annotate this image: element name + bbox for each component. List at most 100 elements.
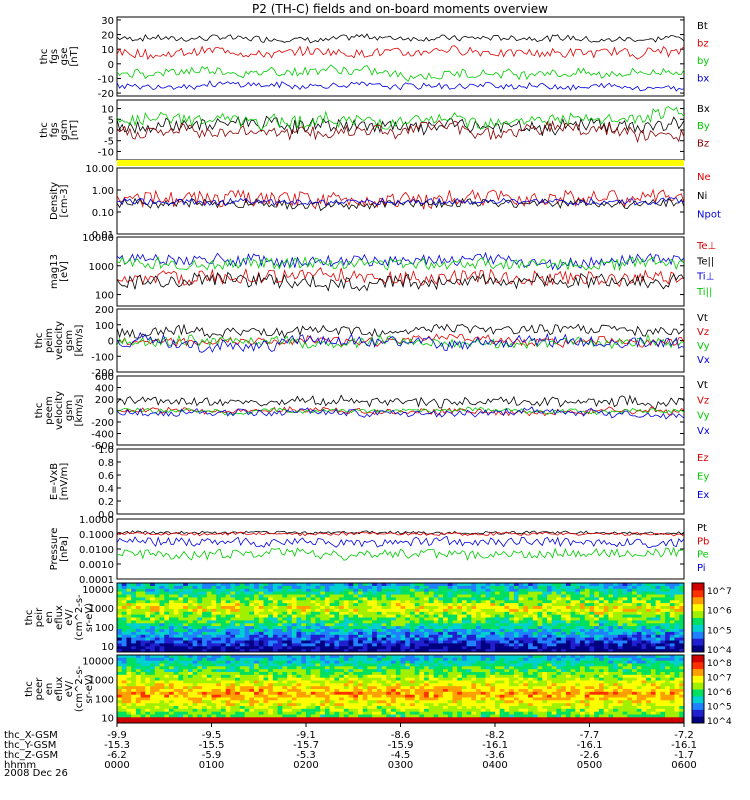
heat-cell	[461, 669, 468, 673]
heat-cell	[249, 583, 255, 587]
heat-cell	[334, 588, 340, 593]
heat-cell	[329, 697, 335, 701]
heat-cell	[135, 717, 142, 721]
heat-cell	[235, 634, 241, 639]
heat-cell	[424, 691, 430, 696]
heat-cell	[140, 663, 146, 667]
heat-cell	[291, 686, 297, 690]
heat-cell	[135, 672, 142, 676]
heat-cell	[334, 603, 340, 607]
heat-cell	[358, 700, 364, 704]
heat-cell	[220, 714, 227, 718]
heat-cell	[159, 629, 165, 633]
heat-cell	[561, 597, 567, 601]
heat-cell	[169, 697, 175, 701]
heat-cell	[622, 617, 628, 621]
heat-cell	[315, 714, 321, 718]
heat-cell	[277, 689, 283, 693]
heat-cell	[239, 677, 245, 681]
heat-cell	[145, 717, 151, 721]
heat-cell	[230, 606, 236, 610]
heat-cell	[301, 620, 307, 624]
legend-3: Pi	[697, 563, 706, 574]
heat-cell	[164, 666, 170, 670]
heat-cell	[457, 608, 463, 613]
heat-cell	[301, 714, 307, 718]
heat-cell	[202, 637, 208, 641]
heat-cell	[547, 629, 553, 633]
heat-cell	[362, 683, 368, 687]
heat-cell	[216, 683, 222, 687]
heat-cell	[419, 634, 425, 639]
heat-cell	[443, 606, 449, 610]
heat-cell	[220, 637, 227, 641]
heat-cell	[438, 669, 444, 673]
heat-cell	[159, 655, 165, 659]
heat-cell	[632, 585, 638, 590]
heat-cell	[159, 694, 165, 698]
heat-cell	[192, 689, 198, 693]
heat-cell	[372, 631, 378, 636]
heat-cell	[306, 672, 312, 676]
heat-cell	[419, 646, 425, 650]
heat-cell	[485, 634, 491, 639]
heat-cell	[334, 703, 340, 707]
heat-cell	[679, 640, 685, 644]
heat-cell	[339, 637, 345, 641]
heat-cell	[669, 649, 675, 653]
heat-cell	[353, 720, 359, 724]
heat-cell	[126, 677, 132, 681]
heat-cell	[443, 623, 449, 627]
heat-cell	[235, 706, 241, 710]
heat-cell	[613, 626, 619, 630]
heat-cell	[306, 620, 312, 624]
heat-cell	[343, 706, 349, 710]
heat-cell	[353, 608, 359, 613]
heat-cell	[353, 637, 359, 641]
heat-cell	[599, 649, 605, 653]
heat-cell	[135, 597, 142, 601]
heat-cell	[358, 614, 364, 618]
heat-cell	[532, 640, 538, 644]
heat-cell	[121, 637, 127, 641]
heat-cell	[419, 643, 425, 647]
heat-cell	[669, 603, 675, 607]
heat-cell	[362, 669, 368, 673]
heat-cell	[230, 617, 236, 621]
heat-cell	[310, 714, 316, 718]
heat-cell	[320, 634, 326, 639]
heat-cell	[570, 608, 576, 613]
heat-cell	[461, 697, 468, 701]
heat-cell	[471, 663, 477, 667]
heat-cell	[268, 623, 274, 627]
heat-cell	[169, 657, 175, 662]
heat-cell	[140, 674, 146, 679]
heat-cell	[301, 669, 307, 673]
heat-cell	[358, 680, 364, 684]
heat-cell	[225, 611, 231, 616]
heat-cell	[140, 591, 146, 595]
heat-cell	[632, 608, 638, 613]
heat-cell	[272, 683, 279, 687]
heat-cell	[443, 597, 449, 601]
heat-cell	[329, 689, 335, 693]
heat-cell	[121, 691, 127, 696]
heat-cell	[150, 646, 156, 650]
heat-cell	[126, 674, 132, 679]
heat-cell	[339, 680, 345, 684]
heat-cell	[282, 691, 288, 696]
heat-cell	[150, 640, 156, 644]
heat-cell	[291, 585, 297, 590]
heat-cell	[532, 623, 538, 627]
heat-cell	[575, 614, 581, 618]
heat-cell	[509, 606, 515, 610]
heat-cell	[348, 629, 354, 633]
heat-cell	[121, 646, 127, 650]
series-line-2	[116, 64, 685, 83]
heat-cell	[523, 617, 529, 621]
heat-cell	[192, 588, 198, 593]
heat-cell	[197, 626, 203, 630]
heat-cell	[183, 657, 189, 662]
heat-cell	[414, 674, 420, 679]
heat-cell	[277, 600, 283, 604]
